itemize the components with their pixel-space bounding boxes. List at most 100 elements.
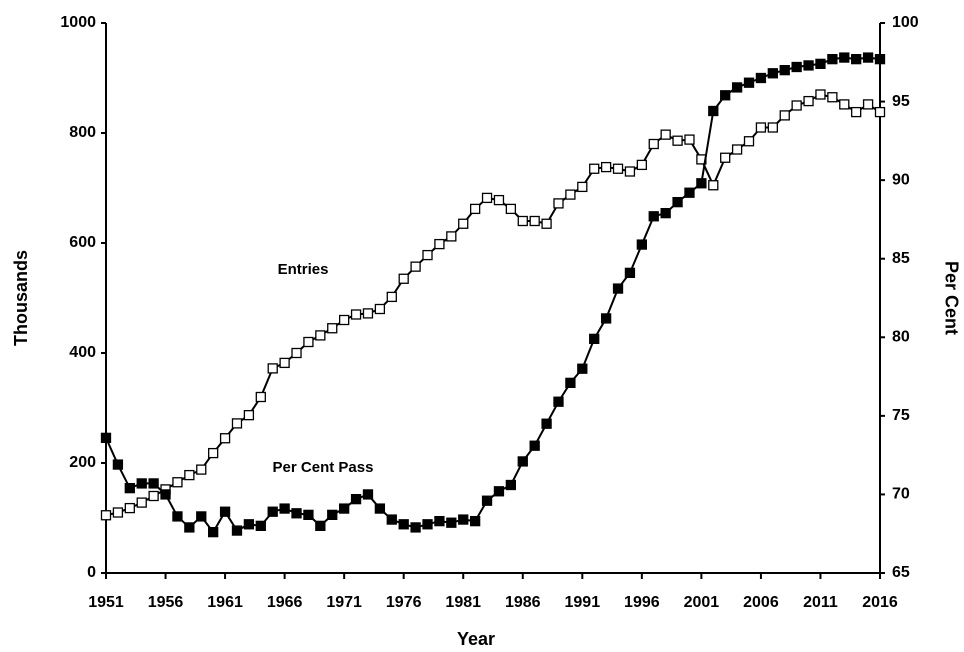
marker: [672, 196, 683, 208]
marker: [755, 122, 767, 133]
marker: [172, 477, 183, 488]
y2-tick-label: 80: [892, 329, 910, 346]
marker: [851, 53, 862, 65]
marker: [517, 215, 528, 227]
marker: [791, 61, 802, 73]
marker: [624, 166, 636, 177]
marker: [684, 134, 695, 145]
marker: [648, 138, 659, 150]
marker: [255, 391, 266, 403]
marker: [541, 218, 552, 229]
marker: [612, 283, 624, 294]
marker: [243, 409, 255, 421]
marker: [684, 187, 695, 198]
marker: [743, 77, 755, 88]
marker: [124, 502, 135, 514]
y2-axis-label: Per Cent: [941, 261, 961, 335]
marker: [279, 503, 290, 514]
marker: [553, 396, 564, 407]
marker: [827, 92, 838, 103]
marker: [303, 336, 314, 348]
marker: [589, 333, 600, 345]
marker: [315, 520, 326, 532]
marker: [624, 267, 636, 279]
marker: [208, 526, 219, 538]
y-tick-label: 1000: [60, 14, 96, 31]
marker: [410, 261, 421, 272]
marker: [743, 136, 755, 147]
marker: [600, 161, 612, 173]
marker: [458, 514, 469, 525]
marker: [434, 515, 445, 527]
marker: [636, 159, 647, 171]
marker: [315, 330, 326, 341]
marker: [815, 58, 826, 70]
x-tick-label: 1971: [326, 594, 362, 611]
marker: [469, 203, 481, 215]
marker: [374, 303, 386, 315]
y-tick-label: 800: [69, 124, 96, 141]
marker: [243, 519, 255, 530]
marker: [862, 99, 874, 110]
marker: [767, 68, 778, 79]
marker: [493, 194, 505, 206]
x-tick-label: 1951: [88, 594, 124, 611]
y2-tick-label: 65: [892, 564, 910, 581]
marker: [648, 211, 659, 222]
marker: [350, 493, 362, 505]
marker: [708, 105, 719, 117]
marker: [541, 418, 552, 429]
marker: [553, 198, 564, 209]
marker: [410, 522, 421, 533]
marker: [231, 418, 243, 429]
marker: [148, 478, 159, 489]
x-tick-label: 1981: [445, 594, 481, 611]
marker: [565, 377, 576, 389]
marker: [386, 291, 397, 303]
y-tick-label: 600: [69, 234, 96, 251]
marker: [827, 53, 838, 65]
marker: [255, 520, 266, 532]
x-tick-label: 1956: [148, 594, 184, 611]
marker: [589, 163, 600, 174]
marker: [446, 231, 457, 242]
marker: [422, 249, 433, 261]
annotation: Entries: [278, 261, 329, 278]
marker: [708, 180, 719, 191]
x-tick-label: 1996: [624, 594, 660, 611]
marker: [839, 52, 850, 63]
marker: [779, 110, 790, 121]
marker: [219, 433, 231, 444]
marker: [839, 99, 850, 110]
x-tick-label: 2006: [743, 594, 779, 611]
y-axis-label: Thousands: [11, 250, 31, 346]
marker: [815, 89, 826, 100]
marker: [446, 517, 457, 528]
y2-tick-label: 70: [892, 486, 910, 503]
y2-tick-label: 95: [892, 93, 910, 110]
marker: [398, 273, 409, 284]
marker: [374, 503, 386, 514]
marker: [136, 497, 147, 508]
x-tick-label: 1961: [207, 594, 243, 611]
annotation: Per Cent Pass: [273, 459, 374, 476]
marker: [577, 363, 588, 374]
marker: [267, 506, 278, 517]
x-tick-label: 2011: [803, 594, 838, 611]
marker: [124, 482, 135, 494]
marker: [112, 507, 124, 518]
marker: [720, 152, 731, 163]
marker: [327, 509, 338, 521]
marker: [184, 469, 195, 481]
marker: [755, 72, 767, 84]
marker: [660, 129, 671, 140]
y2-tick-label: 90: [892, 171, 910, 188]
marker: [148, 490, 159, 502]
marker: [505, 203, 517, 215]
marker: [862, 52, 874, 63]
marker: [636, 239, 647, 250]
marker: [874, 53, 886, 65]
marker: [529, 215, 540, 227]
y2-tick-label: 100: [892, 14, 919, 31]
marker: [398, 519, 409, 530]
